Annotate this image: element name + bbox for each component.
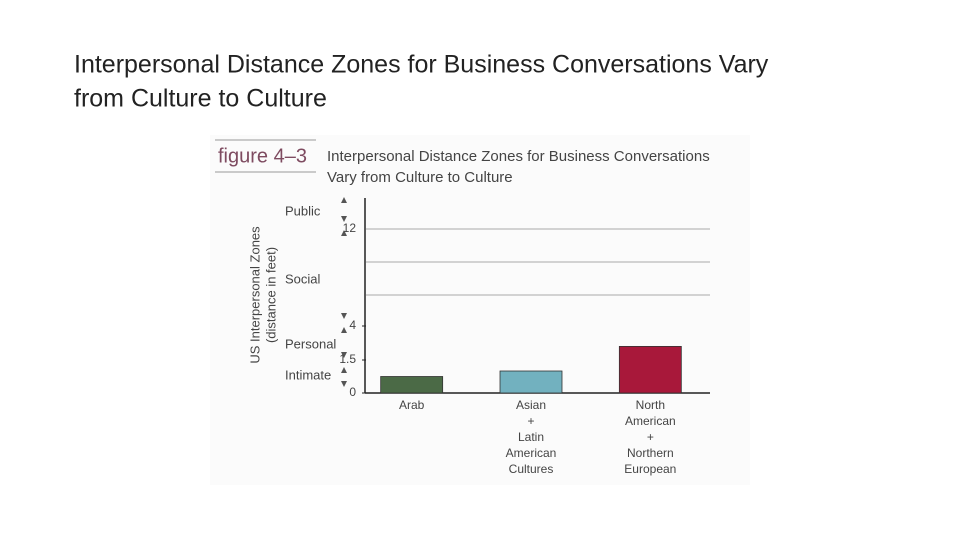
x-tick-label: European	[624, 462, 676, 476]
x-tick-label: Cultures	[509, 462, 554, 476]
slide-title: from Culture to Culture	[74, 85, 327, 113]
bar	[618, 345, 682, 394]
x-tick-label: Arab	[399, 398, 425, 412]
zone-arrows	[341, 197, 347, 387]
figure-label: figure 4–3	[218, 145, 307, 167]
x-tick-label: Asian	[516, 398, 546, 412]
zone-label: Social	[285, 271, 321, 286]
chart-title: Vary from Culture to Culture	[327, 169, 513, 186]
bar	[499, 370, 563, 394]
slide-title: Interpersonal Distance Zones for Busines…	[74, 51, 769, 79]
y-axis-label: (distance in feet)	[263, 247, 278, 343]
x-tick-label: +	[527, 414, 534, 428]
zone-label: Personal	[285, 336, 336, 351]
x-tick-label: North	[636, 398, 665, 412]
y-tick-label: 0	[349, 385, 356, 399]
zone-label: Public	[285, 203, 321, 218]
y-tick-label: 12	[343, 221, 357, 235]
x-tick-label: American	[625, 414, 676, 428]
x-tick-label: +	[647, 430, 654, 444]
bar	[380, 376, 444, 394]
y-tick-label: 1.5	[339, 352, 356, 366]
y-axis-label: US Interpersonal Zones	[247, 226, 262, 364]
chart-title: Interpersonal Distance Zones for Busines…	[327, 148, 710, 165]
figure-panel	[210, 135, 750, 485]
zone-label: Intimate	[285, 367, 331, 382]
y-tick-label: 4	[349, 318, 356, 332]
x-tick-label: American	[506, 446, 557, 460]
x-tick-label: Northern	[627, 446, 674, 460]
x-tick-label: Latin	[518, 430, 544, 444]
